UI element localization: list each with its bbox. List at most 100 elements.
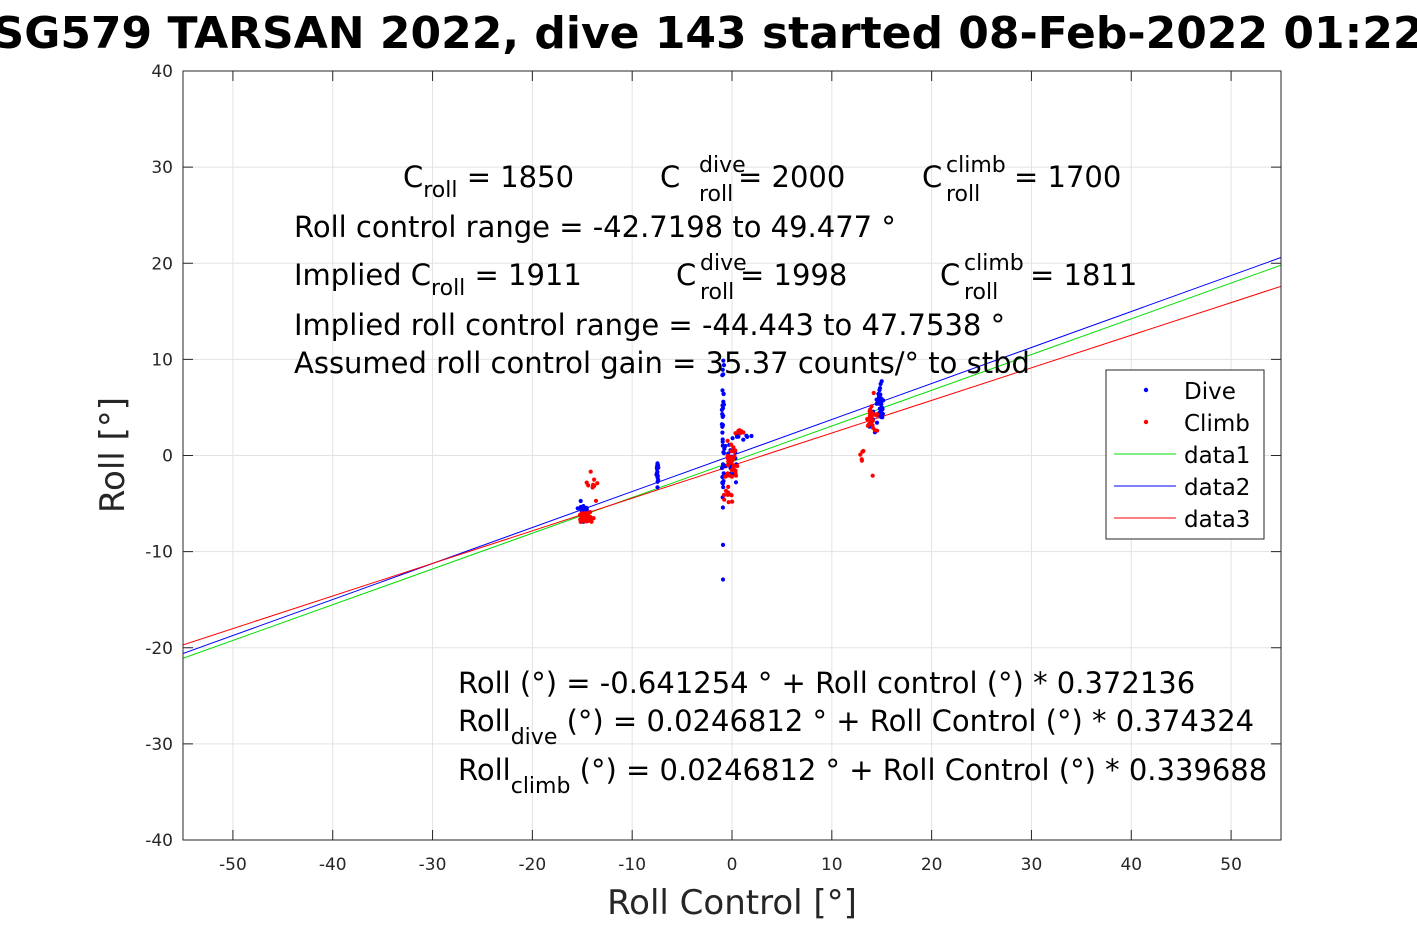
legend-marker-climb bbox=[1143, 419, 1149, 425]
point-climb bbox=[869, 404, 874, 409]
point-dive bbox=[721, 399, 726, 404]
point-dive bbox=[656, 477, 661, 483]
point-climb bbox=[592, 477, 597, 482]
x-tick-label: 50 bbox=[1220, 855, 1242, 875]
point-dive bbox=[655, 485, 660, 490]
y-tick-label: 0 bbox=[162, 447, 173, 467]
point-dive bbox=[720, 505, 726, 510]
annotation-c-roll: Croll = 1850 bbox=[403, 160, 574, 203]
annotation-c-roll-dive: C bbox=[660, 160, 680, 194]
point-dive bbox=[877, 386, 883, 391]
point-climb bbox=[722, 492, 727, 497]
annotation-implied-c-climb-sup: climb bbox=[964, 251, 1024, 276]
point-dive bbox=[880, 415, 885, 420]
point-climb bbox=[871, 390, 876, 396]
point-climb bbox=[733, 468, 738, 473]
x-tick-label: -40 bbox=[319, 855, 347, 875]
point-climb bbox=[591, 516, 596, 521]
annotation-implied-c-climb-val: = 1811 bbox=[1030, 258, 1137, 292]
point-dive bbox=[721, 363, 727, 368]
point-dive bbox=[720, 577, 726, 582]
point-climb bbox=[725, 492, 730, 497]
x-tick-label: 0 bbox=[727, 855, 738, 875]
annotation-implied-range: Implied roll control range = -44.443 to … bbox=[294, 308, 1005, 342]
point-climb bbox=[588, 469, 593, 474]
legend-label-data1: data1 bbox=[1184, 443, 1250, 469]
chart-title: SG579 TARSAN 2022, dive 143 started 08-F… bbox=[0, 8, 1417, 59]
point-climb bbox=[735, 463, 740, 469]
point-dive bbox=[720, 481, 726, 486]
point-dive bbox=[655, 461, 660, 466]
annotation-c-roll-dive-val: = 2000 bbox=[738, 160, 845, 194]
x-axis-label: Roll Control [°] bbox=[607, 883, 857, 923]
point-climb bbox=[723, 474, 728, 479]
point-climb bbox=[731, 463, 737, 468]
point-dive bbox=[575, 506, 580, 511]
point-dive bbox=[745, 434, 750, 439]
annotation-c-roll-climb-val: = 1700 bbox=[1014, 160, 1121, 194]
annotation-c-roll-dive-sup: dive bbox=[699, 153, 746, 178]
point-dive bbox=[877, 392, 882, 397]
x-tick-label: 40 bbox=[1120, 855, 1142, 875]
y-tick-label: 10 bbox=[151, 350, 173, 370]
ticks: -50 -40 -30 -20 -10 0 10 20 30 40 50 -40 -30 -20 -10 0 1… bbox=[145, 62, 1281, 875]
point-climb bbox=[731, 445, 736, 450]
point-climb bbox=[591, 482, 596, 487]
point-dive bbox=[733, 480, 739, 485]
y-tick-label: -40 bbox=[145, 831, 173, 851]
point-dive bbox=[880, 405, 885, 411]
point-climb bbox=[870, 473, 875, 478]
annotation-c-roll-climb: C bbox=[922, 160, 942, 194]
point-climb bbox=[578, 519, 583, 525]
annotation-roll-range: Roll control range = -42.7198 to 49.477 … bbox=[294, 210, 896, 244]
legend: Dive Climb data1 data2 data3 bbox=[1105, 369, 1265, 540]
point-climb bbox=[729, 493, 734, 498]
x-tick-label: -20 bbox=[518, 855, 546, 875]
y-tick-label: 20 bbox=[151, 254, 173, 274]
point-dive bbox=[720, 367, 725, 372]
x-tick-label: -30 bbox=[419, 855, 447, 875]
y-tick-label: -20 bbox=[145, 639, 173, 659]
x-tick-label: 30 bbox=[1021, 855, 1043, 875]
annotation-implied-c-climb-sub: roll bbox=[964, 280, 998, 305]
point-climb bbox=[595, 481, 600, 486]
annotation-implied-c-roll: Implied Croll = 1911 bbox=[294, 258, 582, 301]
legend-label-dive: Dive bbox=[1184, 379, 1236, 405]
point-climb bbox=[593, 498, 599, 503]
point-climb bbox=[732, 449, 737, 454]
y-axis-label: Roll [°] bbox=[93, 397, 133, 513]
x-tick-label: -10 bbox=[618, 855, 646, 875]
point-climb bbox=[727, 461, 732, 466]
y-tick-label: 30 bbox=[151, 158, 173, 178]
point-dive bbox=[730, 436, 735, 441]
point-dive bbox=[721, 358, 726, 363]
annotation-implied-c-dive-val: = 1998 bbox=[740, 258, 847, 292]
point-dive bbox=[874, 397, 879, 402]
point-dive bbox=[654, 472, 660, 477]
point-climb bbox=[872, 412, 877, 417]
legend-label-climb: Climb bbox=[1184, 411, 1250, 437]
y-tick-label: -30 bbox=[145, 735, 173, 755]
point-climb bbox=[722, 497, 727, 502]
point-climb bbox=[585, 516, 590, 521]
point-dive bbox=[578, 498, 583, 504]
series-climb bbox=[577, 390, 880, 525]
point-climb bbox=[861, 448, 866, 454]
point-climb bbox=[733, 431, 738, 436]
point-climb bbox=[859, 458, 865, 463]
point-climb bbox=[868, 411, 874, 416]
point-climb bbox=[858, 452, 863, 457]
point-dive bbox=[720, 542, 726, 548]
point-dive bbox=[719, 465, 725, 471]
point-dive bbox=[581, 504, 586, 509]
annotation-implied-c-dive-sup: dive bbox=[700, 251, 747, 276]
legend-label-data3: data3 bbox=[1184, 507, 1250, 533]
legend-label-data2: data2 bbox=[1184, 475, 1250, 501]
annotation-implied-c-climb: C bbox=[940, 258, 960, 292]
point-dive bbox=[720, 422, 726, 428]
point-dive bbox=[721, 451, 727, 456]
point-dive bbox=[720, 388, 725, 393]
point-climb bbox=[867, 415, 872, 421]
equation-roll-climb: Rollclimb (°) = 0.0246812 ° + Roll Contr… bbox=[458, 753, 1267, 799]
point-dive bbox=[875, 401, 880, 406]
